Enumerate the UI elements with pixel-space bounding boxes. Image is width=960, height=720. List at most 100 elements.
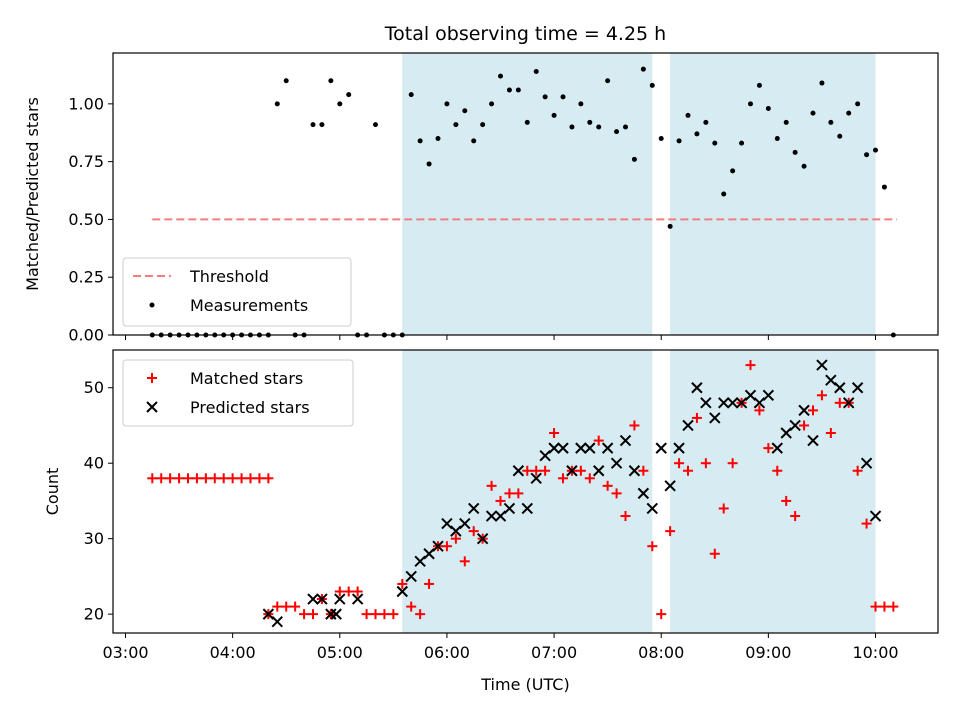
measurement-point-39 <box>498 73 503 79</box>
predicted-point-33 <box>619 434 632 447</box>
matched-point-27 <box>379 609 390 620</box>
predicted-point-16 <box>468 502 480 515</box>
bottom-panel: 20 30 40 50 03:00 04:00 05:00 06:00 07:00 08:00 09… <box>43 349 939 694</box>
matched-point-31 <box>415 609 426 620</box>
legend-measurements-label: Measurements <box>190 296 308 315</box>
predicted-point-20 <box>503 502 516 515</box>
matched-point-80 <box>852 465 863 476</box>
measurement-point-55 <box>640 66 646 72</box>
top-y-tick-label-0: 0.00 <box>68 326 104 345</box>
matched-point-81 <box>861 518 872 529</box>
x-tick-label-7: 10:00 <box>852 643 898 662</box>
matched-point-45 <box>540 465 551 476</box>
top-y-tick-label-4: 1.00 <box>68 94 104 113</box>
predicted-point-15 <box>459 517 471 530</box>
matched-point-8 <box>218 473 229 484</box>
bottom-ticks: 20 30 40 50 03:00 04:00 05:00 06:00 07:00 08:00 09… <box>84 378 899 662</box>
matched-point-60 <box>674 458 685 469</box>
matched-point-70 <box>763 443 774 454</box>
predicted-point-5 <box>330 608 342 620</box>
matched-point-52 <box>602 480 613 491</box>
predicted-point-6 <box>334 593 346 605</box>
top-y-tick-label-1: 0.25 <box>68 268 104 287</box>
matched-point-65 <box>718 503 729 514</box>
legend-measurements-swatch <box>149 302 155 308</box>
matched-point-59 <box>665 526 676 537</box>
predicted-point-44 <box>718 397 730 409</box>
bottom-y-tick-label-3: 50 <box>84 378 104 397</box>
measurement-point-34 <box>453 122 459 128</box>
predicted-point-59 <box>851 382 864 394</box>
predicted-point-18 <box>485 510 498 522</box>
measurement-point-14 <box>274 101 280 107</box>
measurement-point-42 <box>524 119 530 125</box>
matched-point-47 <box>558 473 568 484</box>
predicted-point-25 <box>548 442 560 454</box>
predicted-point-39 <box>673 442 685 454</box>
predicted-point-60 <box>860 457 873 469</box>
bottom-shaded-interval-1 <box>670 350 876 633</box>
predicted-point-34 <box>628 465 641 477</box>
matched-point-68 <box>745 360 756 371</box>
predicted-point-40 <box>682 419 694 432</box>
measurement-point-58 <box>667 223 673 229</box>
legend-matched-label: Matched stars <box>190 369 303 388</box>
matched-point-62 <box>691 412 702 423</box>
legend-predicted-swatch <box>146 401 158 413</box>
chart-title: Total observing time = 4.25 h <box>384 23 666 45</box>
matched-point-61 <box>683 465 693 476</box>
matched-point-1 <box>156 473 167 484</box>
measurement-point-81 <box>873 147 878 153</box>
x-tick-label-2: 05:00 <box>317 643 363 662</box>
measurement-point-71 <box>783 119 789 125</box>
predicted-point-9 <box>405 570 417 583</box>
matched-point-42 <box>513 488 524 499</box>
predicted-point-30 <box>593 465 605 477</box>
legend-matched-marker <box>147 373 157 383</box>
measurement-point-61 <box>694 131 700 137</box>
matched-point-39 <box>486 480 497 491</box>
measurement-point-66 <box>739 140 745 146</box>
measurement-point-32 <box>435 136 441 142</box>
matched-point-41 <box>504 488 515 499</box>
measurement-point-79 <box>855 101 861 107</box>
measurement-point-74 <box>810 110 816 116</box>
bottom-y-axis-label: Count <box>43 468 62 516</box>
predicted-point-50 <box>771 442 783 454</box>
measurement-point-44 <box>542 94 548 100</box>
measurement-point-31 <box>426 161 432 167</box>
x-tick-label-3: 06:00 <box>424 643 470 662</box>
matched-point-0 <box>147 473 158 484</box>
measurement-point-33 <box>444 101 450 107</box>
matched-point-53 <box>611 488 622 499</box>
measurement-point-72 <box>792 149 798 155</box>
bottom-shaded-intervals <box>402 350 876 633</box>
matched-point-69 <box>754 405 765 416</box>
legend-predicted-label: Predicted stars <box>190 398 310 417</box>
predicted-point-37 <box>655 442 667 454</box>
matched-point-84 <box>888 601 899 612</box>
matched-point-23 <box>343 586 354 597</box>
matched-point-44 <box>531 465 542 476</box>
matched-point-30 <box>406 601 417 612</box>
predicted-point-58 <box>843 397 855 409</box>
measurement-point-35 <box>462 108 468 114</box>
matched-point-82 <box>870 601 881 612</box>
top-ticks: 0.00 0.25 0.50 0.75 1.00 <box>68 94 876 345</box>
measurement-point-60 <box>685 112 691 118</box>
measurement-point-54 <box>631 156 637 162</box>
top-shaded-intervals <box>402 53 876 335</box>
measurement-point-41 <box>515 87 521 93</box>
predicted-point-31 <box>601 442 614 454</box>
matched-point-32 <box>424 578 435 589</box>
measurement-point-67 <box>748 101 753 107</box>
measurement-point-40 <box>506 87 512 93</box>
x-tick-label-6: 09:00 <box>745 643 791 662</box>
matched-point-12 <box>254 473 265 484</box>
measurement-point-21 <box>337 101 343 107</box>
measurement-point-36 <box>471 138 477 144</box>
predicted-point-28 <box>575 442 587 454</box>
matched-point-29 <box>397 578 408 589</box>
bottom-data-marks <box>147 359 899 628</box>
